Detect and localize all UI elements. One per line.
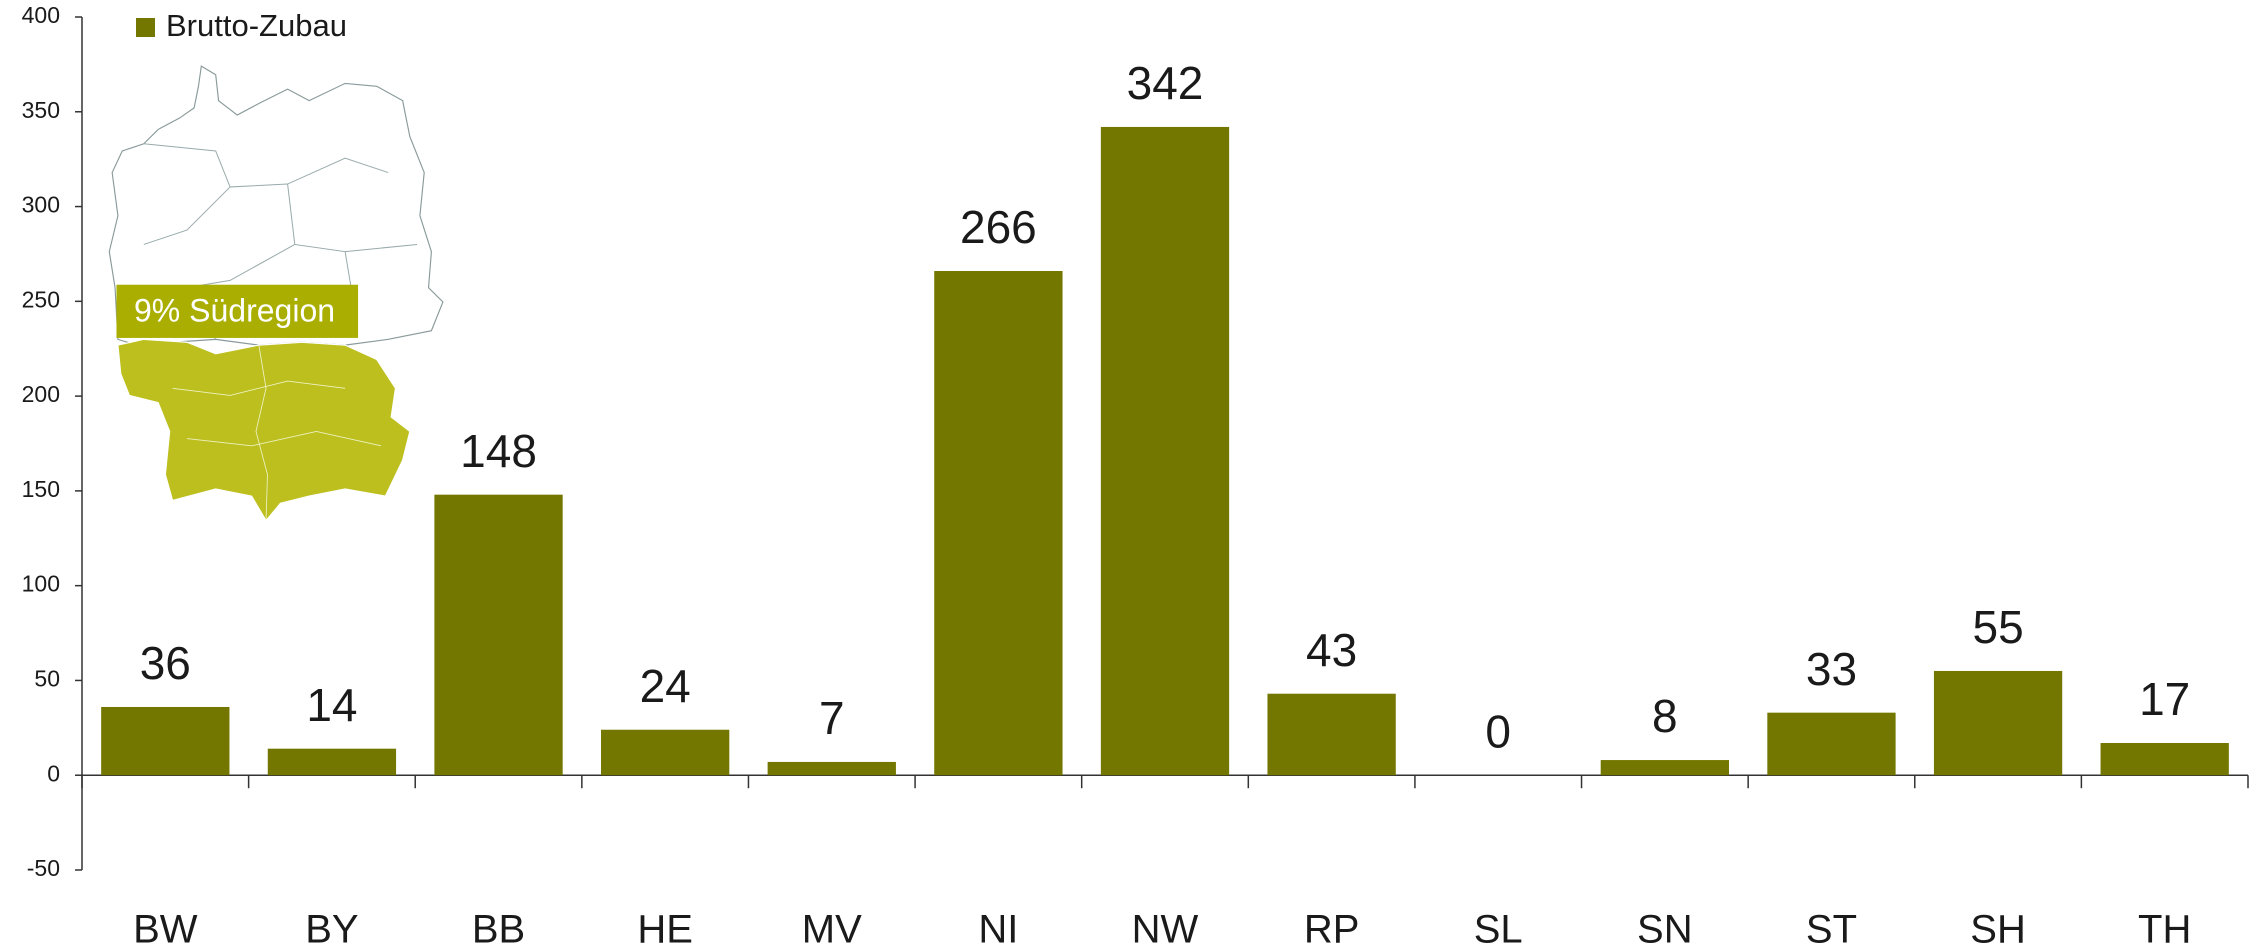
- bar: [1767, 712, 1896, 776]
- bar: [1267, 693, 1396, 776]
- value-label: 266: [960, 201, 1037, 253]
- y-tick-label: 150: [22, 476, 60, 502]
- x-tick-label: SN: [1637, 908, 1693, 949]
- bar: [2100, 742, 2229, 776]
- value-label: 342: [1127, 57, 1204, 109]
- value-label: 33: [1806, 643, 1857, 695]
- bar: [767, 761, 896, 776]
- value-label: 8: [1652, 690, 1678, 742]
- bar: [434, 494, 563, 776]
- x-tick-label: BW: [133, 908, 198, 949]
- y-tick-label: 0: [47, 760, 60, 786]
- x-tick-label: BB: [472, 908, 525, 949]
- y-tick-label: 50: [34, 666, 60, 692]
- legend-label: Brutto-Zubau: [166, 8, 347, 43]
- value-label: 36: [140, 637, 191, 689]
- bar: [1933, 670, 2063, 776]
- x-tick-label: TH: [2138, 908, 2191, 949]
- x-tick-label: HE: [637, 908, 693, 949]
- y-tick-label: 400: [22, 2, 60, 28]
- value-label: 17: [2139, 673, 2190, 725]
- value-label: 0: [1485, 705, 1511, 757]
- y-tick-label: 250: [22, 286, 60, 312]
- bar: [101, 706, 230, 776]
- map-north: [108, 65, 444, 346]
- x-tick-label: NW: [1132, 908, 1199, 949]
- x-tick-label: MV: [802, 908, 862, 949]
- value-label: 24: [640, 660, 691, 712]
- x-tick-label: RP: [1304, 908, 1360, 949]
- x-tick-label: NI: [978, 908, 1018, 949]
- x-tick-label: ST: [1806, 908, 1857, 949]
- value-label: 14: [306, 679, 357, 731]
- x-tick-label: SL: [1474, 908, 1523, 949]
- y-tick-label: 200: [22, 381, 60, 407]
- y-tick-label: 350: [22, 97, 60, 123]
- bar: [267, 748, 397, 776]
- value-label: 43: [1306, 624, 1357, 676]
- value-label: 55: [1972, 601, 2023, 653]
- legend-swatch: [136, 18, 155, 37]
- y-tick-label: 100: [22, 571, 60, 597]
- x-tick-label: BY: [305, 908, 358, 949]
- bar: [1100, 126, 1230, 776]
- bar: [1600, 760, 1729, 776]
- map-borders: [143, 143, 418, 340]
- annotation: 9% Südregion: [134, 292, 335, 328]
- annotation-box: [116, 284, 359, 338]
- value-label: 7: [819, 692, 845, 744]
- x-tick-label: SH: [1970, 908, 2026, 949]
- bar: [601, 729, 730, 776]
- y-tick-label: -50: [27, 855, 60, 881]
- value-label: 148: [460, 425, 537, 477]
- y-tick-label: 300: [22, 192, 60, 218]
- map-inset: [108, 65, 444, 522]
- map-south: [117, 338, 411, 522]
- bar: [934, 271, 1063, 776]
- map-south-borders: [172, 345, 382, 521]
